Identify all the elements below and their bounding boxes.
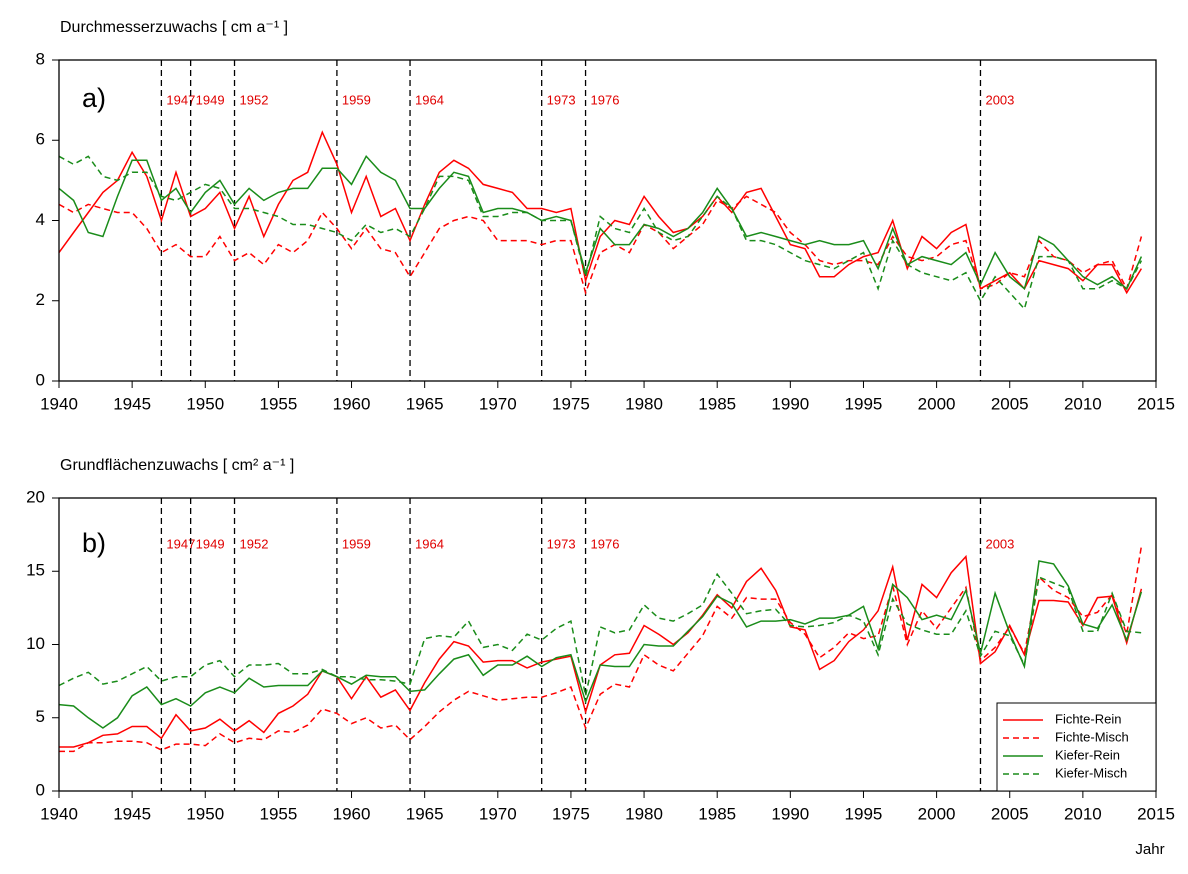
y-tick-label: 20 [26,487,45,506]
y-tick-label: 6 [36,130,45,149]
series-line [58,560,1143,729]
x-tick-label: 1970 [479,804,517,823]
event-label: 1973 [547,92,576,107]
x-tick-label: 1980 [625,394,663,413]
series-line [58,572,1142,696]
legend-label: Kiefer-Misch [1055,765,1127,780]
x-tick-label: 1965 [406,804,444,823]
legend-label: Kiefer-Rein [1055,747,1120,762]
x-tick-label: 2000 [918,804,956,823]
x-tick-label: 1990 [771,394,809,413]
event-label: 1952 [240,536,269,551]
y-tick-label: 5 [36,707,45,726]
x-tick-label: 2015 [1137,804,1175,823]
y-tick-label: 0 [36,780,45,799]
y-tick-label: 2 [36,290,45,309]
x-tick-label: 1945 [113,394,151,413]
event-label: 1976 [591,92,620,107]
x-tick-label: 1940 [40,394,78,413]
x-tick-label: 1975 [552,394,590,413]
x-tick-label: 1985 [698,804,736,823]
event-label: 1949 [196,536,225,551]
event-label: 1976 [591,536,620,551]
x-tick-label: 2005 [991,394,1029,413]
y-tick-label: 4 [36,210,45,229]
y-tick-label: 15 [26,561,45,580]
y-tick-label: 8 [36,49,45,68]
x-tick-label: 1970 [479,394,517,413]
event-label: 1949 [196,92,225,107]
series-line [59,546,1143,753]
event-label: 1964 [415,92,444,107]
x-tick-label: 1975 [552,804,590,823]
series-line [58,130,1143,295]
series-line [58,155,1143,311]
event-label: 1959 [342,536,371,551]
event-label: 2003 [985,92,1014,107]
x-tick-label: 1965 [406,394,444,413]
event-label: 1973 [547,536,576,551]
event-label: 1947 [166,92,195,107]
panel-label: a) [82,83,106,113]
event-label: 1959 [342,92,371,107]
event-label: 1947 [166,536,195,551]
x-tick-label: 2015 [1137,394,1175,413]
x-tick-label: 1950 [186,394,224,413]
x-tick-label: 1955 [259,804,297,823]
x-tick-label: 2005 [991,804,1029,823]
event-label: 1964 [415,536,444,551]
x-tick-label: 1940 [40,804,78,823]
plot-frame [58,59,1157,382]
x-tick-label: 1980 [625,804,663,823]
x-tick-label: 1945 [113,804,151,823]
y-tick-label: 0 [36,370,45,389]
x-tick-label: 1995 [845,804,883,823]
x-tick-label: 2010 [1064,394,1102,413]
x-tick-label: 1950 [186,804,224,823]
x-tick-label: 1960 [333,804,371,823]
series-line [58,195,1143,296]
series-line [59,554,1143,748]
x-tick-label: 1955 [259,394,297,413]
y-axis-title: Grundflächenzuwachs [ cm² a⁻¹ ] [60,457,294,474]
y-tick-label: 10 [26,634,45,653]
series-line [58,155,1143,291]
x-tick-label: 1990 [771,804,809,823]
x-tick-label: 2000 [918,394,956,413]
legend-label: Fichte-Misch [1055,729,1129,744]
event-label: 1952 [240,92,269,107]
plot-frame [58,497,1157,792]
x-tick-label: 1995 [845,394,883,413]
legend-box [996,702,1157,792]
panel-label: b) [82,528,106,558]
x-tick-label: 2010 [1064,804,1102,823]
legend-label: Fichte-Rein [1055,711,1121,726]
x-tick-label: 1985 [698,394,736,413]
x-tick-label: 1960 [333,394,371,413]
y-axis-title: Durchmesserzuwachs [ cm a⁻¹ ] [60,19,288,36]
event-label: 2003 [985,536,1014,551]
x-axis-title: Jahr [1135,841,1164,858]
